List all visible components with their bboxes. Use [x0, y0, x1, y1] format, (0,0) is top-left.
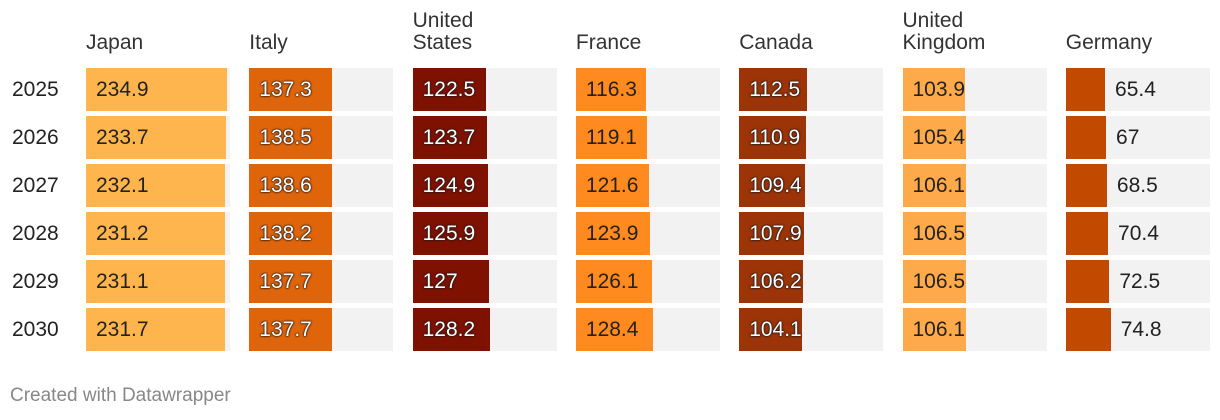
bar — [902, 68, 965, 111]
bar — [1065, 212, 1109, 255]
column-header: United Kingdom — [902, 9, 986, 54]
bar — [739, 212, 804, 255]
column-header: Italy — [249, 31, 288, 54]
value-label: 107.9 — [749, 222, 802, 245]
value-label: 232.1 — [96, 174, 149, 197]
value-label: 104.1 — [749, 318, 802, 341]
value-label: 128.2 — [422, 318, 476, 341]
bar — [412, 260, 489, 303]
bar — [86, 260, 225, 303]
value-label: 234.9 — [96, 78, 149, 101]
bar — [575, 212, 651, 255]
column-header: Canada — [739, 31, 813, 54]
value-label: 123.9 — [585, 222, 639, 245]
value-label: 105.4 — [912, 126, 966, 149]
bar — [86, 212, 225, 255]
bar — [902, 116, 966, 159]
value-label: 137.7 — [259, 318, 312, 341]
value-label: 125.9 — [422, 222, 476, 245]
bar — [739, 164, 805, 207]
row-label: 2025 — [12, 78, 59, 101]
bar — [575, 68, 646, 111]
bar — [575, 164, 649, 207]
column-header: United States — [412, 9, 474, 54]
value-label: 119.1 — [585, 126, 637, 149]
bar — [902, 212, 967, 255]
value-label: 70.4 — [1118, 222, 1159, 245]
bar — [249, 116, 333, 159]
bar — [86, 116, 227, 159]
value-label: 106.1 — [912, 318, 966, 341]
bar — [902, 308, 967, 351]
value-label: 128.4 — [585, 318, 639, 341]
bar — [86, 164, 226, 207]
bar — [902, 164, 967, 207]
value-label: 231.7 — [96, 318, 149, 341]
value-label: 116.3 — [585, 78, 637, 101]
value-label: 137.3 — [259, 78, 312, 101]
bar — [739, 308, 802, 351]
value-label: 109.4 — [749, 174, 802, 197]
row-label: 2029 — [12, 270, 59, 293]
value-label: 74.8 — [1120, 318, 1162, 341]
bar — [249, 68, 332, 111]
bar — [412, 68, 487, 111]
value-label: 65.4 — [1115, 78, 1156, 101]
row-label: 2028 — [12, 222, 59, 245]
row-label: 2026 — [12, 126, 59, 149]
bar — [575, 116, 648, 159]
bar — [249, 260, 332, 303]
bar — [412, 164, 488, 207]
column-header: France — [575, 31, 642, 54]
value-label: 106.2 — [749, 270, 802, 293]
bar — [86, 68, 227, 111]
value-label: 138.6 — [259, 174, 312, 197]
value-label: 137.7 — [259, 270, 312, 293]
value-label: 127 — [422, 270, 458, 293]
row-label: 2027 — [12, 174, 59, 197]
footer: Created with Datawrapper — [10, 385, 231, 406]
bar — [575, 308, 653, 351]
value-label: 110.9 — [749, 126, 801, 149]
value-label: 106.1 — [912, 174, 966, 197]
bar — [412, 212, 489, 255]
bar — [739, 260, 803, 303]
value-label: 121.6 — [585, 174, 639, 197]
value-label: 126.1 — [585, 270, 639, 293]
bar — [1065, 308, 1111, 351]
bar — [249, 308, 332, 351]
value-label: 67 — [1116, 126, 1140, 149]
bar — [575, 260, 652, 303]
bar — [739, 68, 807, 111]
value-label: 138.5 — [259, 126, 312, 149]
bar — [902, 260, 967, 303]
value-label: 103.9 — [912, 78, 966, 101]
bar — [249, 212, 333, 255]
bar — [1065, 164, 1107, 207]
value-label: 72.5 — [1119, 270, 1161, 293]
value-label: 106.5 — [912, 270, 966, 293]
bar — [412, 116, 487, 159]
value-label: 231.1 — [96, 270, 149, 293]
bar — [412, 308, 490, 351]
value-label: 106.5 — [912, 222, 966, 245]
value-label: 123.7 — [422, 126, 476, 149]
column-header: Germany — [1065, 31, 1153, 54]
value-label: 231.2 — [96, 222, 149, 245]
value-label: 233.7 — [96, 126, 149, 149]
value-label: 112.5 — [749, 78, 801, 101]
row-label: 2030 — [12, 318, 59, 341]
value-label: 124.9 — [422, 174, 476, 197]
bar — [1065, 260, 1110, 303]
value-label: 68.5 — [1116, 174, 1158, 197]
bar — [249, 164, 333, 207]
bar — [1065, 68, 1106, 111]
bar — [86, 308, 226, 351]
value-label: 122.5 — [422, 78, 476, 101]
column-header: Japan — [86, 31, 144, 54]
value-label: 138.2 — [259, 222, 312, 245]
bar — [739, 116, 806, 159]
bar — [1065, 116, 1106, 159]
